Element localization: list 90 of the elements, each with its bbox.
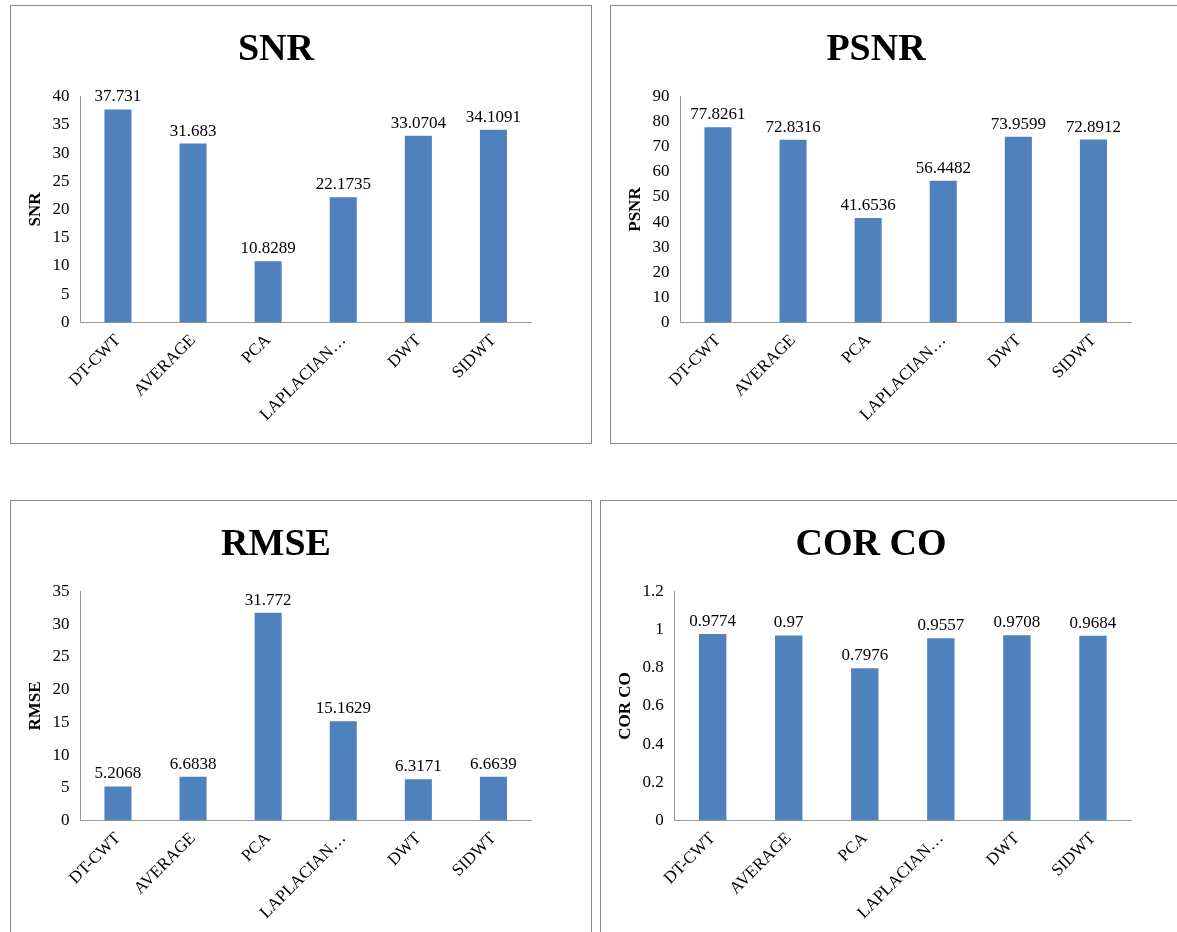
y-tick-label: 30	[652, 236, 670, 256]
chart-title: PSNR	[826, 25, 927, 68]
y-tick-label: 25	[52, 646, 70, 666]
bar	[927, 638, 955, 821]
y-tick-label: 15	[52, 711, 70, 731]
bar	[254, 612, 282, 821]
y-tick-label: 0.8	[642, 657, 664, 677]
y-tick-label: 20	[652, 261, 670, 281]
data-label: 5.2068	[94, 763, 142, 783]
bar	[929, 180, 957, 323]
data-label: 0.97	[773, 612, 805, 632]
data-label: 10.8289	[240, 238, 296, 258]
bar	[179, 143, 207, 323]
data-label: 22.1735	[315, 174, 371, 194]
bar	[1003, 635, 1031, 821]
data-label: 33.0704	[390, 112, 447, 132]
y-tick-label: 10	[52, 744, 70, 764]
bar	[851, 668, 879, 821]
data-label: 15.1629	[315, 698, 371, 718]
bar	[704, 127, 732, 323]
y-tick-label: 10	[52, 255, 70, 275]
data-label: 31.772	[244, 589, 292, 609]
bar	[1004, 136, 1032, 323]
bar	[254, 261, 282, 323]
data-label: 34.1091	[465, 106, 522, 126]
bar	[854, 217, 882, 323]
bar	[479, 129, 507, 323]
y-tick-label: 0.2	[642, 771, 664, 791]
bar	[404, 779, 432, 821]
y-tick-label: 30	[52, 142, 70, 162]
data-label: 56.4482	[915, 157, 971, 177]
y-axis-title: RMSE	[24, 681, 44, 731]
y-tick-label: 5	[60, 283, 70, 303]
y-tick-label: 50	[652, 186, 670, 206]
y-tick-label: 0	[660, 311, 670, 331]
bar	[1079, 139, 1107, 323]
data-label: 6.6639	[470, 753, 517, 773]
y-tick-label: 0	[60, 809, 70, 829]
y-tick-label: 70	[652, 136, 670, 156]
y-tick-label: 10	[652, 286, 670, 306]
y-tick-label: 0.6	[642, 695, 664, 715]
y-tick-label: 0.4	[642, 733, 665, 753]
data-label: 72.8316	[765, 116, 821, 136]
bar	[775, 635, 803, 821]
data-label: 37.731	[94, 86, 142, 106]
y-tick-label: 80	[652, 111, 670, 131]
y-tick-label: 35	[52, 581, 70, 601]
y-tick-label: 1	[655, 619, 664, 639]
y-tick-label: 35	[52, 114, 70, 134]
y-tick-label: 1.2	[642, 581, 664, 601]
y-tick-label: 5	[60, 777, 70, 797]
data-label: 6.6838	[169, 753, 217, 773]
y-tick-label: 0	[655, 809, 664, 829]
y-tick-label: 25	[52, 170, 70, 190]
data-label: 77.8261	[690, 104, 746, 124]
chart-title: COR CO	[795, 520, 947, 563]
bar	[179, 776, 207, 821]
data-label: 41.6536	[840, 194, 896, 214]
bar	[329, 721, 357, 821]
data-label: 0.9708	[993, 612, 1041, 632]
y-axis-title: PSNR	[624, 186, 644, 232]
bar	[104, 786, 132, 821]
data-label: 72.8912	[1065, 116, 1122, 136]
y-tick-label: 60	[652, 161, 670, 181]
chart-title: RMSE	[221, 520, 331, 563]
data-label: 0.9557	[917, 615, 965, 635]
y-tick-label: 30	[52, 613, 70, 633]
y-axis-title: SNR	[24, 191, 44, 227]
y-axis-title: COR CO	[614, 672, 634, 740]
y-tick-label: 20	[52, 679, 70, 699]
bar	[404, 135, 432, 323]
y-tick-label: 40	[52, 86, 70, 106]
data-label: 31.683	[169, 120, 217, 140]
y-tick-label: 40	[652, 211, 670, 231]
bar	[1079, 635, 1107, 821]
data-label: 0.9774	[689, 611, 737, 631]
y-tick-label: 20	[52, 198, 70, 218]
y-tick-label: 90	[652, 86, 670, 106]
bar	[329, 197, 357, 323]
bar	[698, 634, 727, 821]
y-tick-label: 0	[60, 311, 70, 331]
bar	[104, 109, 132, 323]
data-label: 73.9599	[990, 113, 1046, 133]
bar	[479, 776, 507, 821]
data-label: 6.3171	[394, 756, 442, 776]
y-tick-label: 15	[52, 227, 70, 247]
bar	[779, 139, 807, 323]
chart-title: SNR	[237, 25, 315, 68]
data-label: 0.9684	[1069, 612, 1117, 632]
data-label: 0.7976	[841, 645, 889, 665]
